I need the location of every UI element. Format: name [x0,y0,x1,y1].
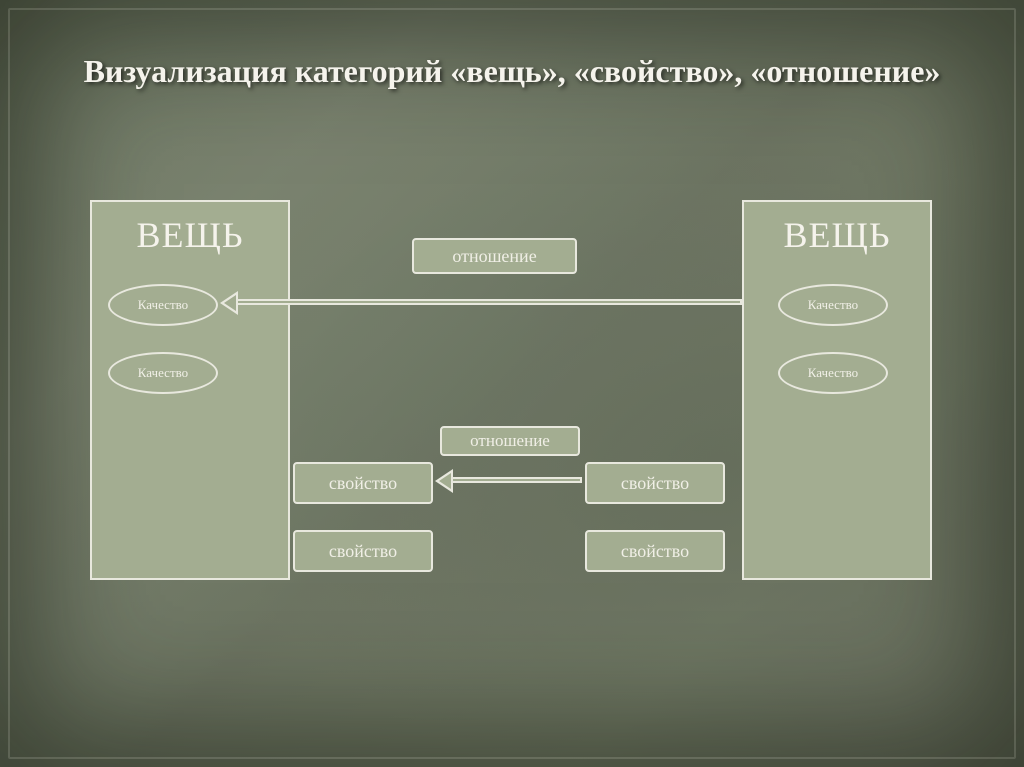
relation-box-0: отношение [412,238,577,274]
title-text: Визуализация категорий «вещь», «свойство… [84,53,941,89]
left-quality-1: Качество [108,352,218,394]
property-box-0: свойство [293,462,433,504]
property-box-3: свойство [585,530,725,572]
arrow-0 [236,299,742,305]
left-thing-label: ВЕЩЬ [92,214,288,256]
right-quality-1: Качество [778,352,888,394]
right-quality-0: Качество [778,284,888,326]
relation-box-1: отношение [440,426,580,456]
property-box-2: свойство [293,530,433,572]
slide-title: Визуализация категорий «вещь», «свойство… [0,50,1024,93]
arrow-head-fill-0 [224,295,236,311]
right-thing-label: ВЕЩЬ [744,214,930,256]
property-box-1: свойство [585,462,725,504]
arrow-head-fill-1 [439,473,451,489]
left-quality-0: Качество [108,284,218,326]
arrow-1 [451,477,582,483]
